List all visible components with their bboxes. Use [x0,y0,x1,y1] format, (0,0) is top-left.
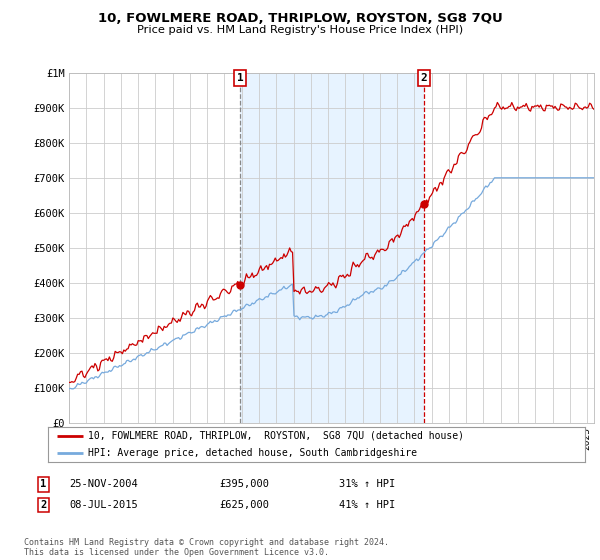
Text: 2: 2 [40,500,46,510]
Bar [240,73,424,423]
Text: 2: 2 [421,73,427,83]
Text: 25-NOV-2004: 25-NOV-2004 [69,479,138,489]
Text: HPI: Average price, detached house, South Cambridgeshire: HPI: Average price, detached house, Sout… [88,448,417,458]
Text: 08-JUL-2015: 08-JUL-2015 [69,500,138,510]
Text: 1: 1 [40,479,46,489]
Text: 10, FOWLMERE ROAD, THRIPLOW,  ROYSTON,  SG8 7QU (detached house): 10, FOWLMERE ROAD, THRIPLOW, ROYSTON, SG… [88,431,464,441]
Text: £395,000: £395,000 [219,479,269,489]
Text: Contains HM Land Registry data © Crown copyright and database right 2024.
This d: Contains HM Land Registry data © Crown c… [24,538,389,557]
Text: £625,000: £625,000 [219,500,269,510]
Text: 41% ↑ HPI: 41% ↑ HPI [339,500,395,510]
Text: Price paid vs. HM Land Registry's House Price Index (HPI): Price paid vs. HM Land Registry's House … [137,25,463,35]
Text: 1: 1 [236,73,244,83]
Text: 31% ↑ HPI: 31% ↑ HPI [339,479,395,489]
Text: 10, FOWLMERE ROAD, THRIPLOW, ROYSTON, SG8 7QU: 10, FOWLMERE ROAD, THRIPLOW, ROYSTON, SG… [98,12,502,25]
